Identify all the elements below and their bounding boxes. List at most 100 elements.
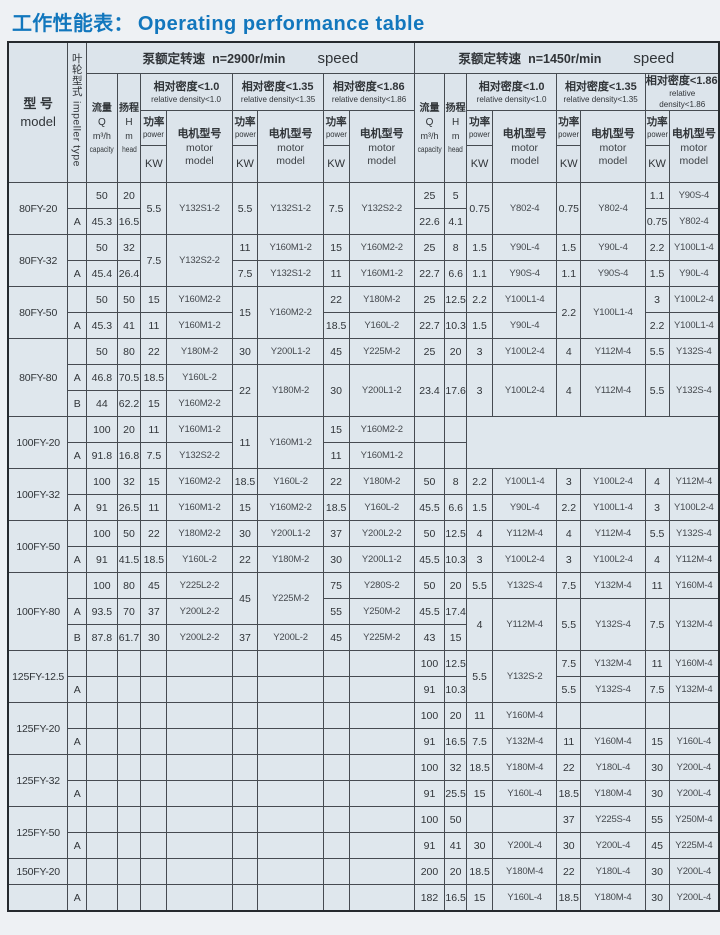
- impeller-vertical-label: 叶轮型式impeller type: [70, 52, 83, 168]
- speed-1450-header: 泵额定转速 n=1450r/min speed: [413, 41, 720, 74]
- value-cell: 15: [644, 728, 670, 755]
- kw-unit-header: KW: [466, 145, 494, 183]
- value-cell: 55: [322, 598, 350, 625]
- value-cell: 50: [116, 286, 142, 313]
- model-cell: 100FY-50: [7, 520, 69, 573]
- motor-model-cell: Y90L-4: [580, 234, 646, 261]
- empty-cell: [67, 338, 88, 365]
- value-cell: 12.5: [444, 286, 468, 313]
- motor-model-cell: Y100L1-4: [492, 286, 558, 313]
- value-cell: 30: [322, 546, 350, 573]
- motor-model-cell: Y180M-4: [580, 780, 646, 807]
- motor-model-cell: Y100L1-4: [580, 494, 646, 521]
- kw-unit-header: KW: [322, 145, 350, 183]
- value-cell: 18.5: [140, 546, 168, 573]
- value-cell: 50: [86, 182, 118, 209]
- empty-cell: [231, 754, 259, 781]
- model-cell: 80FY-50: [7, 286, 69, 339]
- value-cell: 5.5: [231, 182, 259, 235]
- empty-cell: [116, 728, 142, 755]
- table-row: A 93.5 70 37 Y200L2-2 55 Y250M-2 45.5 17.4 4 Y112M…: [8, 598, 720, 651]
- power-header: 功率 power: [466, 110, 494, 146]
- value-cell: 7.5: [556, 650, 582, 677]
- motor-model-cell: Y180L-4: [580, 858, 646, 885]
- motor-model-cell: Y200L-4: [492, 832, 558, 859]
- value-cell: 2.2: [556, 494, 582, 521]
- empty-cell: [257, 858, 324, 885]
- motor-model-cell: Y132M-4: [668, 676, 720, 703]
- empty-cell: [67, 858, 88, 885]
- value-cell: A: [67, 312, 88, 339]
- empty-cell: [166, 832, 233, 859]
- model-cell: 80FY-80: [7, 338, 69, 417]
- value-cell: 2.2: [644, 312, 670, 339]
- empty-cell: [116, 884, 142, 912]
- table-row: 80FY-80 50 80 22 Y180M-2 30 Y200L1-2 45 Y225M-2 2…: [7, 338, 720, 417]
- value-cell: 4: [466, 520, 494, 547]
- empty-cell: [67, 754, 88, 781]
- value-cell: 2.2: [466, 286, 494, 313]
- value-cell: 22: [556, 754, 582, 781]
- motor-model-cell: Y160M2-2: [166, 286, 233, 313]
- empty-cell: [257, 702, 324, 729]
- value-cell: A: [67, 676, 88, 703]
- value-cell: 3: [644, 286, 670, 313]
- motor-model-cell: Y132S-4: [580, 598, 646, 651]
- value-cell: 1.5: [644, 260, 670, 287]
- value-cell: 18.5: [322, 312, 350, 339]
- motor-model-cell: Y112M-4: [580, 364, 646, 417]
- value-cell: 11: [556, 728, 582, 755]
- motor-model-cell: Y160M-4: [668, 572, 720, 599]
- motor-model-cell: Y160L-4: [668, 728, 720, 755]
- motor-model-cell: Y225M-2: [348, 624, 415, 651]
- empty-cell: [322, 884, 350, 912]
- value-cell: 5.5: [466, 650, 494, 703]
- value-cell: 7.5: [231, 260, 259, 287]
- empty-cell: [67, 520, 88, 547]
- value-cell: 16.8: [116, 442, 142, 469]
- table-row: 150FY-20 200 20 18.5 Y180M-4 22 Y180L-4 30 Y200L…: [7, 858, 720, 885]
- motor-model-cell: Y160L-4: [492, 780, 558, 807]
- table-body: 80FY-20 50 20 5.5 Y132S1-2 5.5 Y132S1-2 7.5 Y132…: [7, 182, 720, 912]
- motor-model-cell: Y100L1-4: [668, 312, 720, 339]
- value-cell: 45.3: [86, 208, 118, 235]
- empty-cell: [67, 182, 88, 209]
- value-cell: 45.4: [86, 260, 118, 287]
- value-cell: 22: [556, 858, 582, 885]
- value-cell: 5.5: [644, 364, 670, 417]
- value-cell: 18.5: [231, 468, 259, 495]
- table-row: 80FY-32 50 32 7.5 Y132S2-2 11 Y160M1-2 15 Y160M2…: [7, 234, 720, 287]
- motor-model-cell: Y132S-4: [668, 364, 720, 417]
- value-cell: 12.5: [444, 650, 468, 677]
- value-cell: 50: [86, 234, 118, 261]
- value-cell: 41: [116, 312, 142, 339]
- value-cell: 1.5: [466, 234, 494, 261]
- motor-model-cell: Y132S-2: [492, 650, 558, 703]
- motor-model-header: 电机型号 motor model: [348, 110, 415, 183]
- motor-model-cell: Y90S-4: [492, 260, 558, 287]
- empty-cell: [86, 702, 118, 729]
- value-cell: 11: [231, 234, 259, 261]
- value-cell: 30: [556, 832, 582, 859]
- value-cell: 22: [231, 546, 259, 573]
- motor-model-cell: Y225M-4: [668, 832, 720, 859]
- value-cell: 70: [116, 598, 142, 625]
- empty-cell: [67, 572, 88, 599]
- motor-model-cell: Y160L-2: [166, 364, 233, 391]
- empty-cell: [116, 754, 142, 781]
- value-cell: 17.6: [444, 364, 468, 417]
- table-row: A 45.3 16.5 22.6 4.1 0.75 Y802-4: [8, 208, 720, 235]
- value-cell: 1.5: [466, 494, 494, 521]
- value-cell: 15: [231, 286, 259, 339]
- value-cell: 50: [413, 520, 446, 547]
- value-cell: 10.3: [444, 312, 468, 339]
- value-cell: 18.5: [466, 754, 494, 781]
- empty-cell: [231, 858, 259, 885]
- value-cell: 18.5: [140, 364, 168, 391]
- empty-cell: [140, 858, 168, 885]
- model-cell: 100FY-80: [7, 572, 69, 651]
- empty-cell: [140, 832, 168, 859]
- value-cell: 37: [556, 806, 582, 833]
- speed-2900-header: 泵额定转速 n=2900r/min speed: [86, 41, 415, 74]
